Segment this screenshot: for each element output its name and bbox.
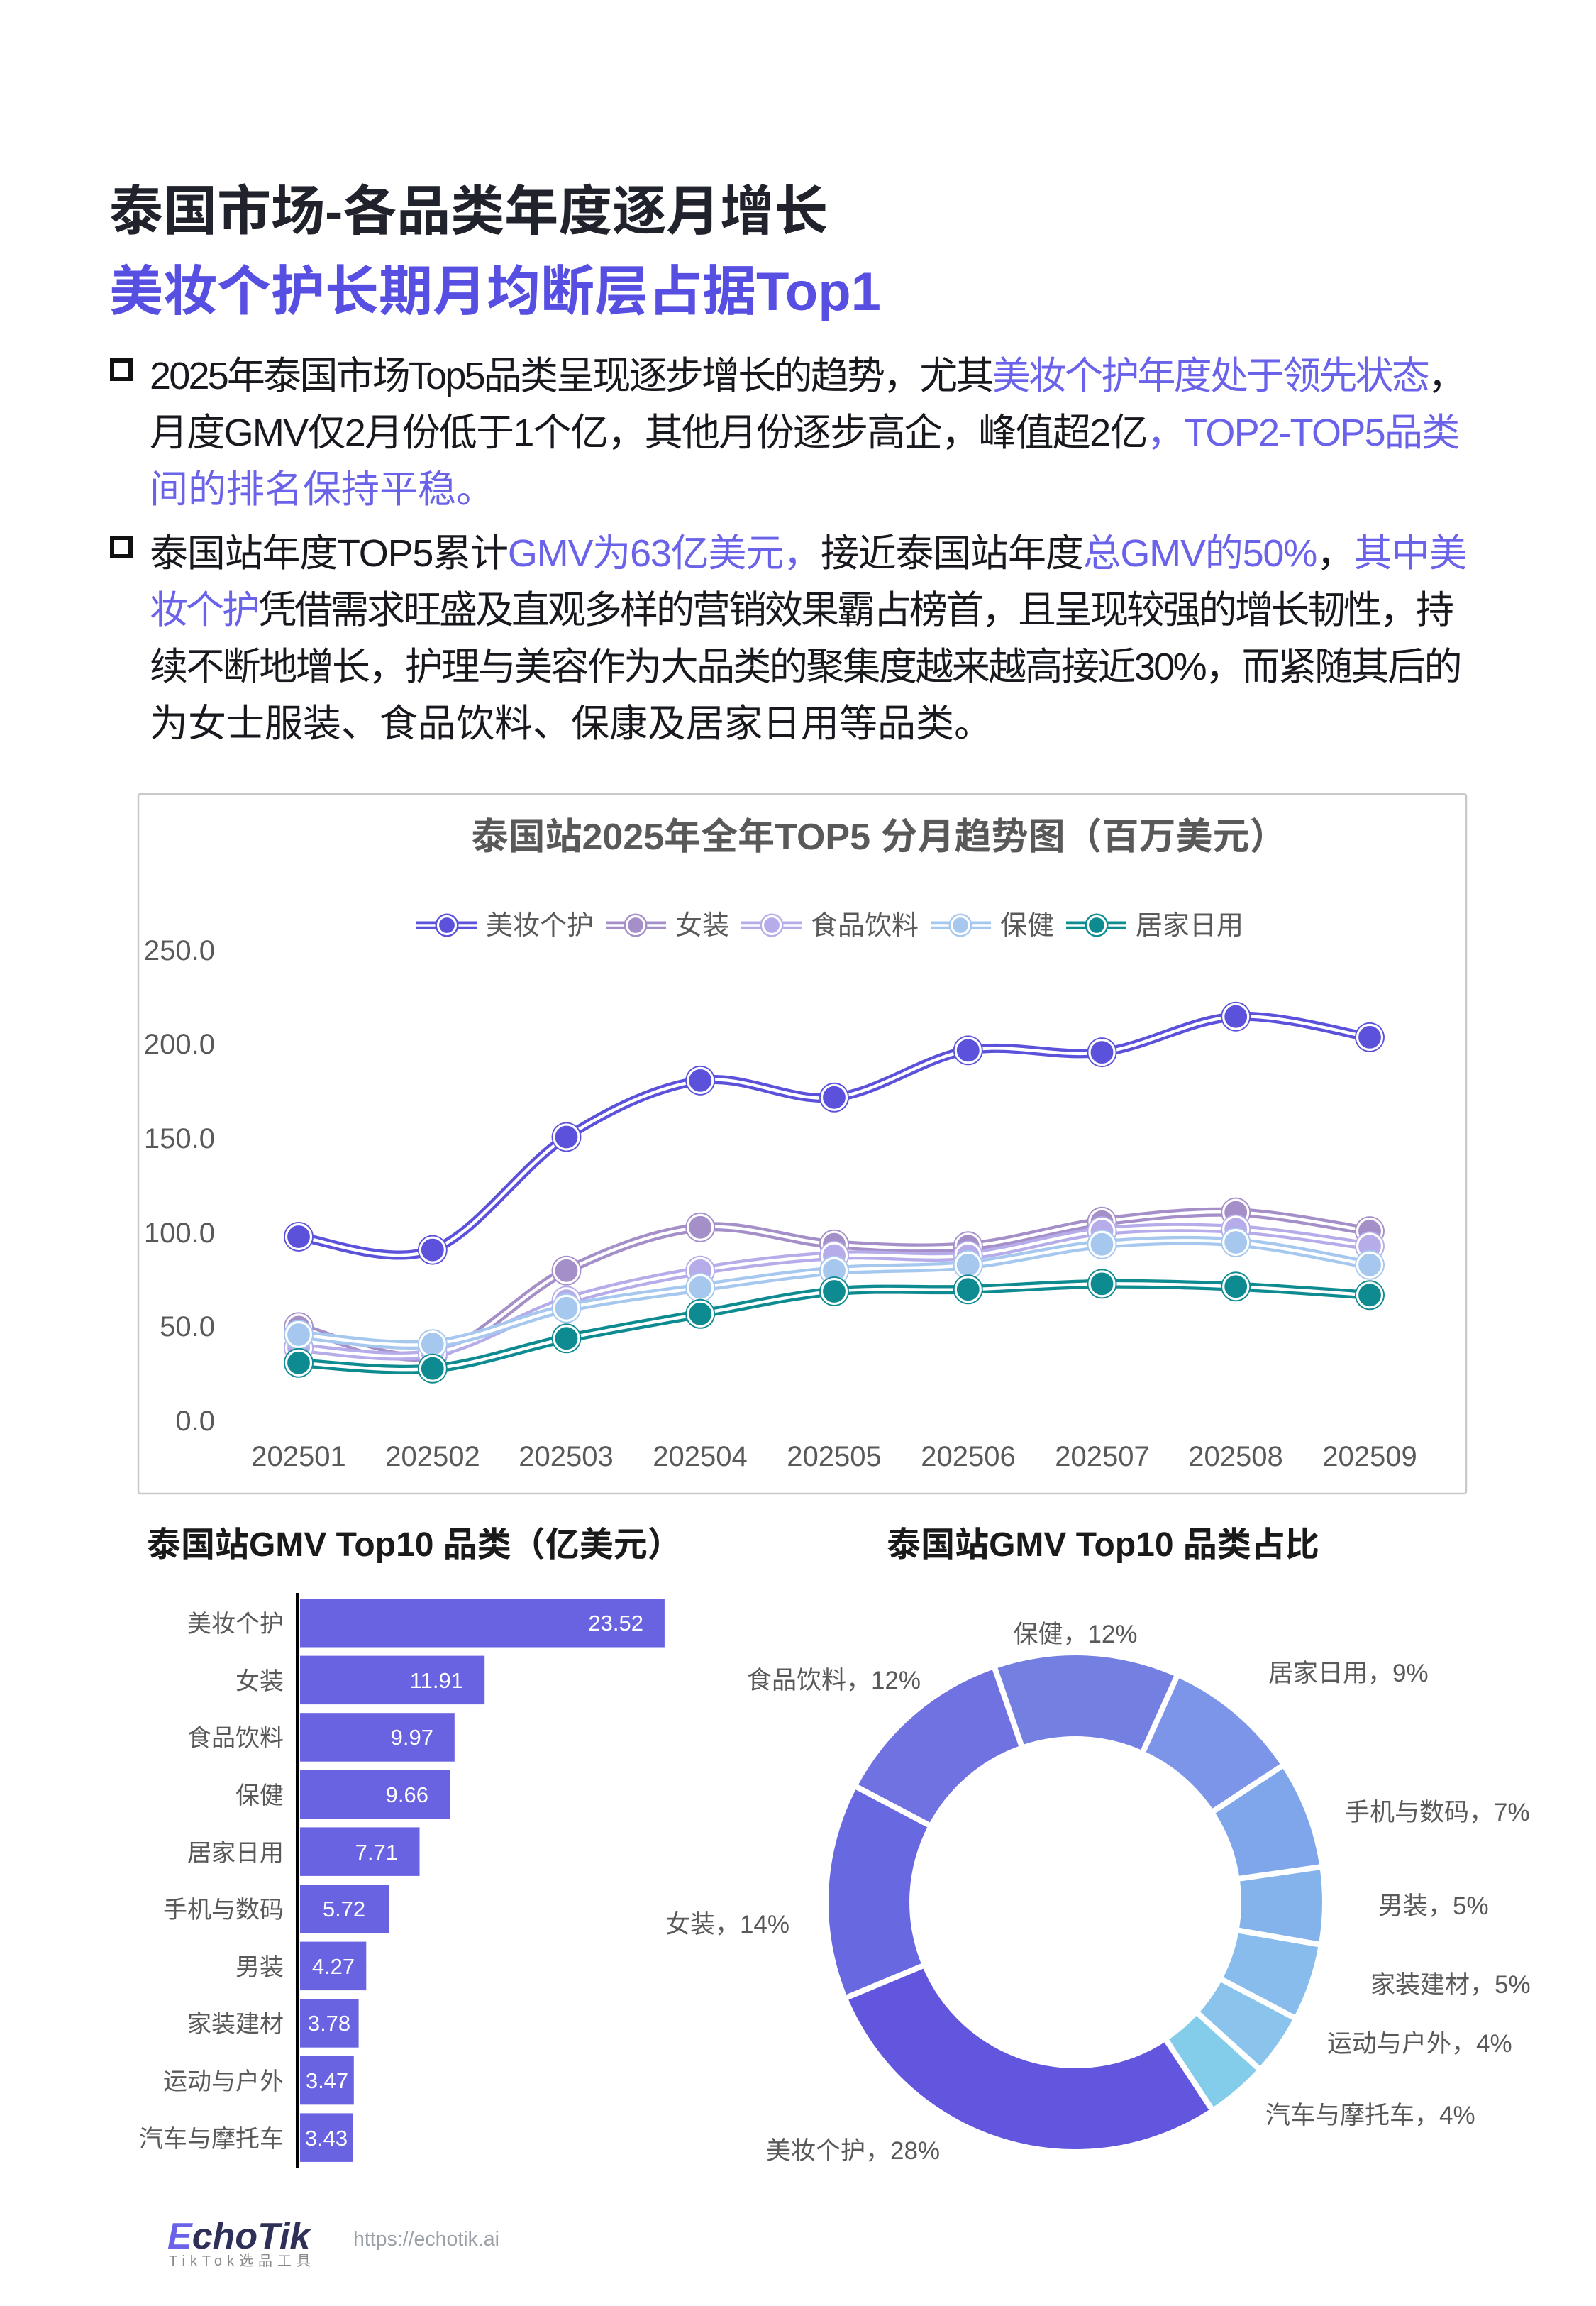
svg-text:居家日用: 居家日用 — [187, 1840, 284, 1867]
svg-text:美妆个护: 美妆个护 — [486, 911, 594, 941]
svg-text:9.97: 9.97 — [391, 1725, 433, 1750]
svg-text:4.27: 4.27 — [312, 1954, 355, 1979]
svg-text:食品饮料，12%: 食品饮料，12% — [747, 1667, 921, 1694]
svg-text:家装建材，5%: 家装建材，5% — [1370, 1971, 1531, 1999]
svg-text:3.43: 3.43 — [305, 2126, 348, 2151]
svg-text:200.0: 200.0 — [144, 1029, 215, 1060]
svg-text:202503: 202503 — [519, 1441, 613, 1472]
svg-text:202507: 202507 — [1055, 1441, 1149, 1472]
svg-text:202502: 202502 — [385, 1441, 480, 1472]
svg-text:食品饮料: 食品饮料 — [811, 911, 919, 941]
svg-text:100.0: 100.0 — [144, 1218, 215, 1249]
svg-text:202501: 202501 — [251, 1441, 345, 1472]
svg-text:女装，14%: 女装，14% — [665, 1911, 789, 1938]
svg-text:250.0: 250.0 — [144, 935, 215, 966]
svg-text:汽车与摩托车，4%: 汽车与摩托车，4% — [1265, 2102, 1475, 2129]
svg-text:202509: 202509 — [1322, 1441, 1417, 1472]
svg-text:202504: 202504 — [653, 1441, 747, 1472]
svg-text:运动与户外: 运动与户外 — [163, 2068, 284, 2095]
svg-text:7.71: 7.71 — [355, 1840, 398, 1865]
svg-text:泰国站2025年全年TOP5 分月趋势图（百万美元）: 泰国站2025年全年TOP5 分月趋势图（百万美元） — [471, 817, 1286, 858]
svg-text:5.72: 5.72 — [323, 1897, 365, 1921]
svg-text:食品饮料: 食品饮料 — [187, 1725, 284, 1752]
svg-text:美妆个护，28%: 美妆个护，28% — [766, 2137, 940, 2165]
svg-text:泰国站GMV Top10 品类（亿美元）: 泰国站GMV Top10 品类（亿美元） — [147, 1526, 682, 1564]
svg-text:汽车与摩托车: 汽车与摩托车 — [139, 2126, 284, 2153]
svg-text:0.0: 0.0 — [175, 1406, 215, 1437]
svg-text:保健: 保健 — [1000, 911, 1054, 941]
svg-text:手机与数码，7%: 手机与数码，7% — [1345, 1799, 1530, 1826]
svg-text:23.52: 23.52 — [588, 1611, 643, 1635]
svg-text:女装: 女装 — [675, 911, 729, 941]
svg-text:手机与数码: 手机与数码 — [163, 1897, 284, 1924]
svg-text:50.0: 50.0 — [160, 1311, 215, 1342]
svg-text:居家日用: 居家日用 — [1136, 911, 1243, 941]
svg-text:11.91: 11.91 — [410, 1668, 463, 1693]
svg-text:150.0: 150.0 — [144, 1123, 215, 1154]
svg-text:泰国站GMV Top10 品类占比: 泰国站GMV Top10 品类占比 — [887, 1526, 1319, 1564]
svg-text:保健，12%: 保健，12% — [1013, 1621, 1137, 1648]
svg-text:居家日用，9%: 居家日用，9% — [1268, 1660, 1429, 1687]
svg-text:3.78: 3.78 — [308, 2011, 350, 2036]
svg-text:女装: 女装 — [235, 1668, 284, 1695]
svg-text:运动与户外，4%: 运动与户外，4% — [1327, 2030, 1512, 2058]
svg-text:男装，5%: 男装，5% — [1378, 1892, 1489, 1920]
svg-text:3.47: 3.47 — [306, 2068, 348, 2093]
svg-text:美妆个护: 美妆个护 — [187, 1611, 284, 1638]
svg-text:202506: 202506 — [921, 1441, 1015, 1472]
svg-text:9.66: 9.66 — [386, 1782, 428, 1807]
svg-text:202505: 202505 — [787, 1441, 881, 1472]
svg-text:202508: 202508 — [1188, 1441, 1282, 1472]
svg-text:家装建材: 家装建材 — [187, 2011, 284, 2038]
svg-text:保健: 保健 — [235, 1782, 284, 1809]
svg-text:男装: 男装 — [235, 1954, 284, 1981]
